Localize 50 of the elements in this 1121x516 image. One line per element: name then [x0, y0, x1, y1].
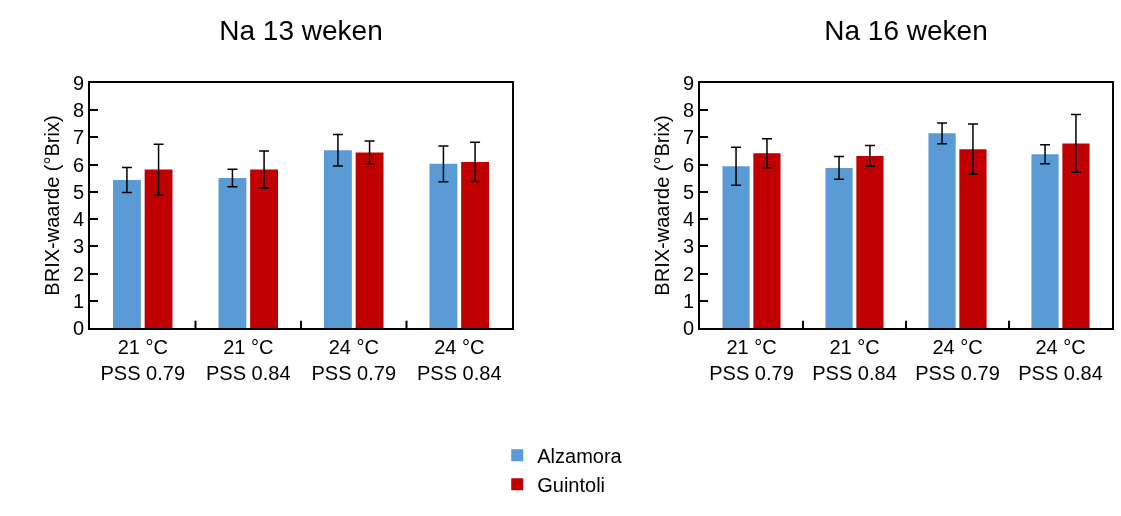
bar — [461, 161, 489, 328]
bar — [753, 153, 781, 328]
y-tick-label: 3 — [682, 235, 694, 258]
y-tick-label: 6 — [72, 153, 84, 176]
x-tick-label: 21 °C PSS 0.79 — [709, 336, 794, 384]
y-tick-label: 1 — [72, 289, 84, 312]
y-tick-label: 8 — [682, 99, 694, 122]
y-axis-title: BRIX-waarde (°Brix) — [650, 115, 673, 296]
chart-title: Na 16 weken — [824, 14, 988, 46]
bar — [324, 150, 352, 328]
y-tick-label: 9 — [682, 72, 694, 94]
legend-label: Guintoli — [537, 474, 606, 497]
x-tick-label: 24 °C PSS 0.84 — [416, 336, 502, 384]
y-tick-label: 5 — [72, 180, 84, 203]
bar — [1031, 154, 1059, 328]
bar — [113, 179, 141, 328]
y-tick-label: 8 — [72, 99, 84, 122]
y-tick-label: 7 — [72, 126, 84, 149]
y-tick-label: 9 — [72, 72, 84, 94]
bar — [250, 169, 278, 328]
y-tick-label: 6 — [682, 153, 694, 176]
bar — [218, 178, 247, 328]
bar — [825, 167, 853, 328]
y-tick-label: 5 — [682, 180, 694, 203]
x-tick-label: 21 °C PSS 0.84 — [205, 336, 291, 384]
bar — [959, 149, 987, 328]
chart-title: Na 13 weken — [219, 14, 383, 46]
legend-label: Alzamora — [537, 445, 623, 468]
y-tick-label: 2 — [682, 262, 694, 285]
bar — [144, 169, 173, 328]
bar — [1062, 143, 1090, 328]
bar — [429, 163, 458, 328]
bar — [355, 152, 384, 328]
y-tick-label: 2 — [72, 262, 84, 285]
x-tick-label: 24 °C PSS 0.84 — [1018, 336, 1103, 384]
y-axis-title: BRIX-waarde (°Brix) — [40, 115, 63, 296]
x-tick-label: 24 °C PSS 0.79 — [915, 336, 1000, 384]
x-tick-label: 21 °C PSS 0.79 — [100, 336, 186, 384]
y-tick-label: 4 — [682, 208, 694, 231]
y-tick-label: 0 — [682, 317, 694, 339]
bar — [928, 133, 956, 328]
y-tick-label: 0 — [72, 317, 84, 339]
y-tick-label: 1 — [682, 289, 694, 312]
x-tick-label: 24 °C PSS 0.79 — [311, 336, 397, 384]
y-tick-label: 4 — [72, 208, 84, 231]
bar — [722, 166, 750, 328]
x-tick-label: 21 °C PSS 0.84 — [812, 336, 897, 384]
y-tick-label: 7 — [682, 126, 694, 149]
bar — [856, 155, 884, 328]
y-tick-label: 3 — [72, 235, 84, 258]
